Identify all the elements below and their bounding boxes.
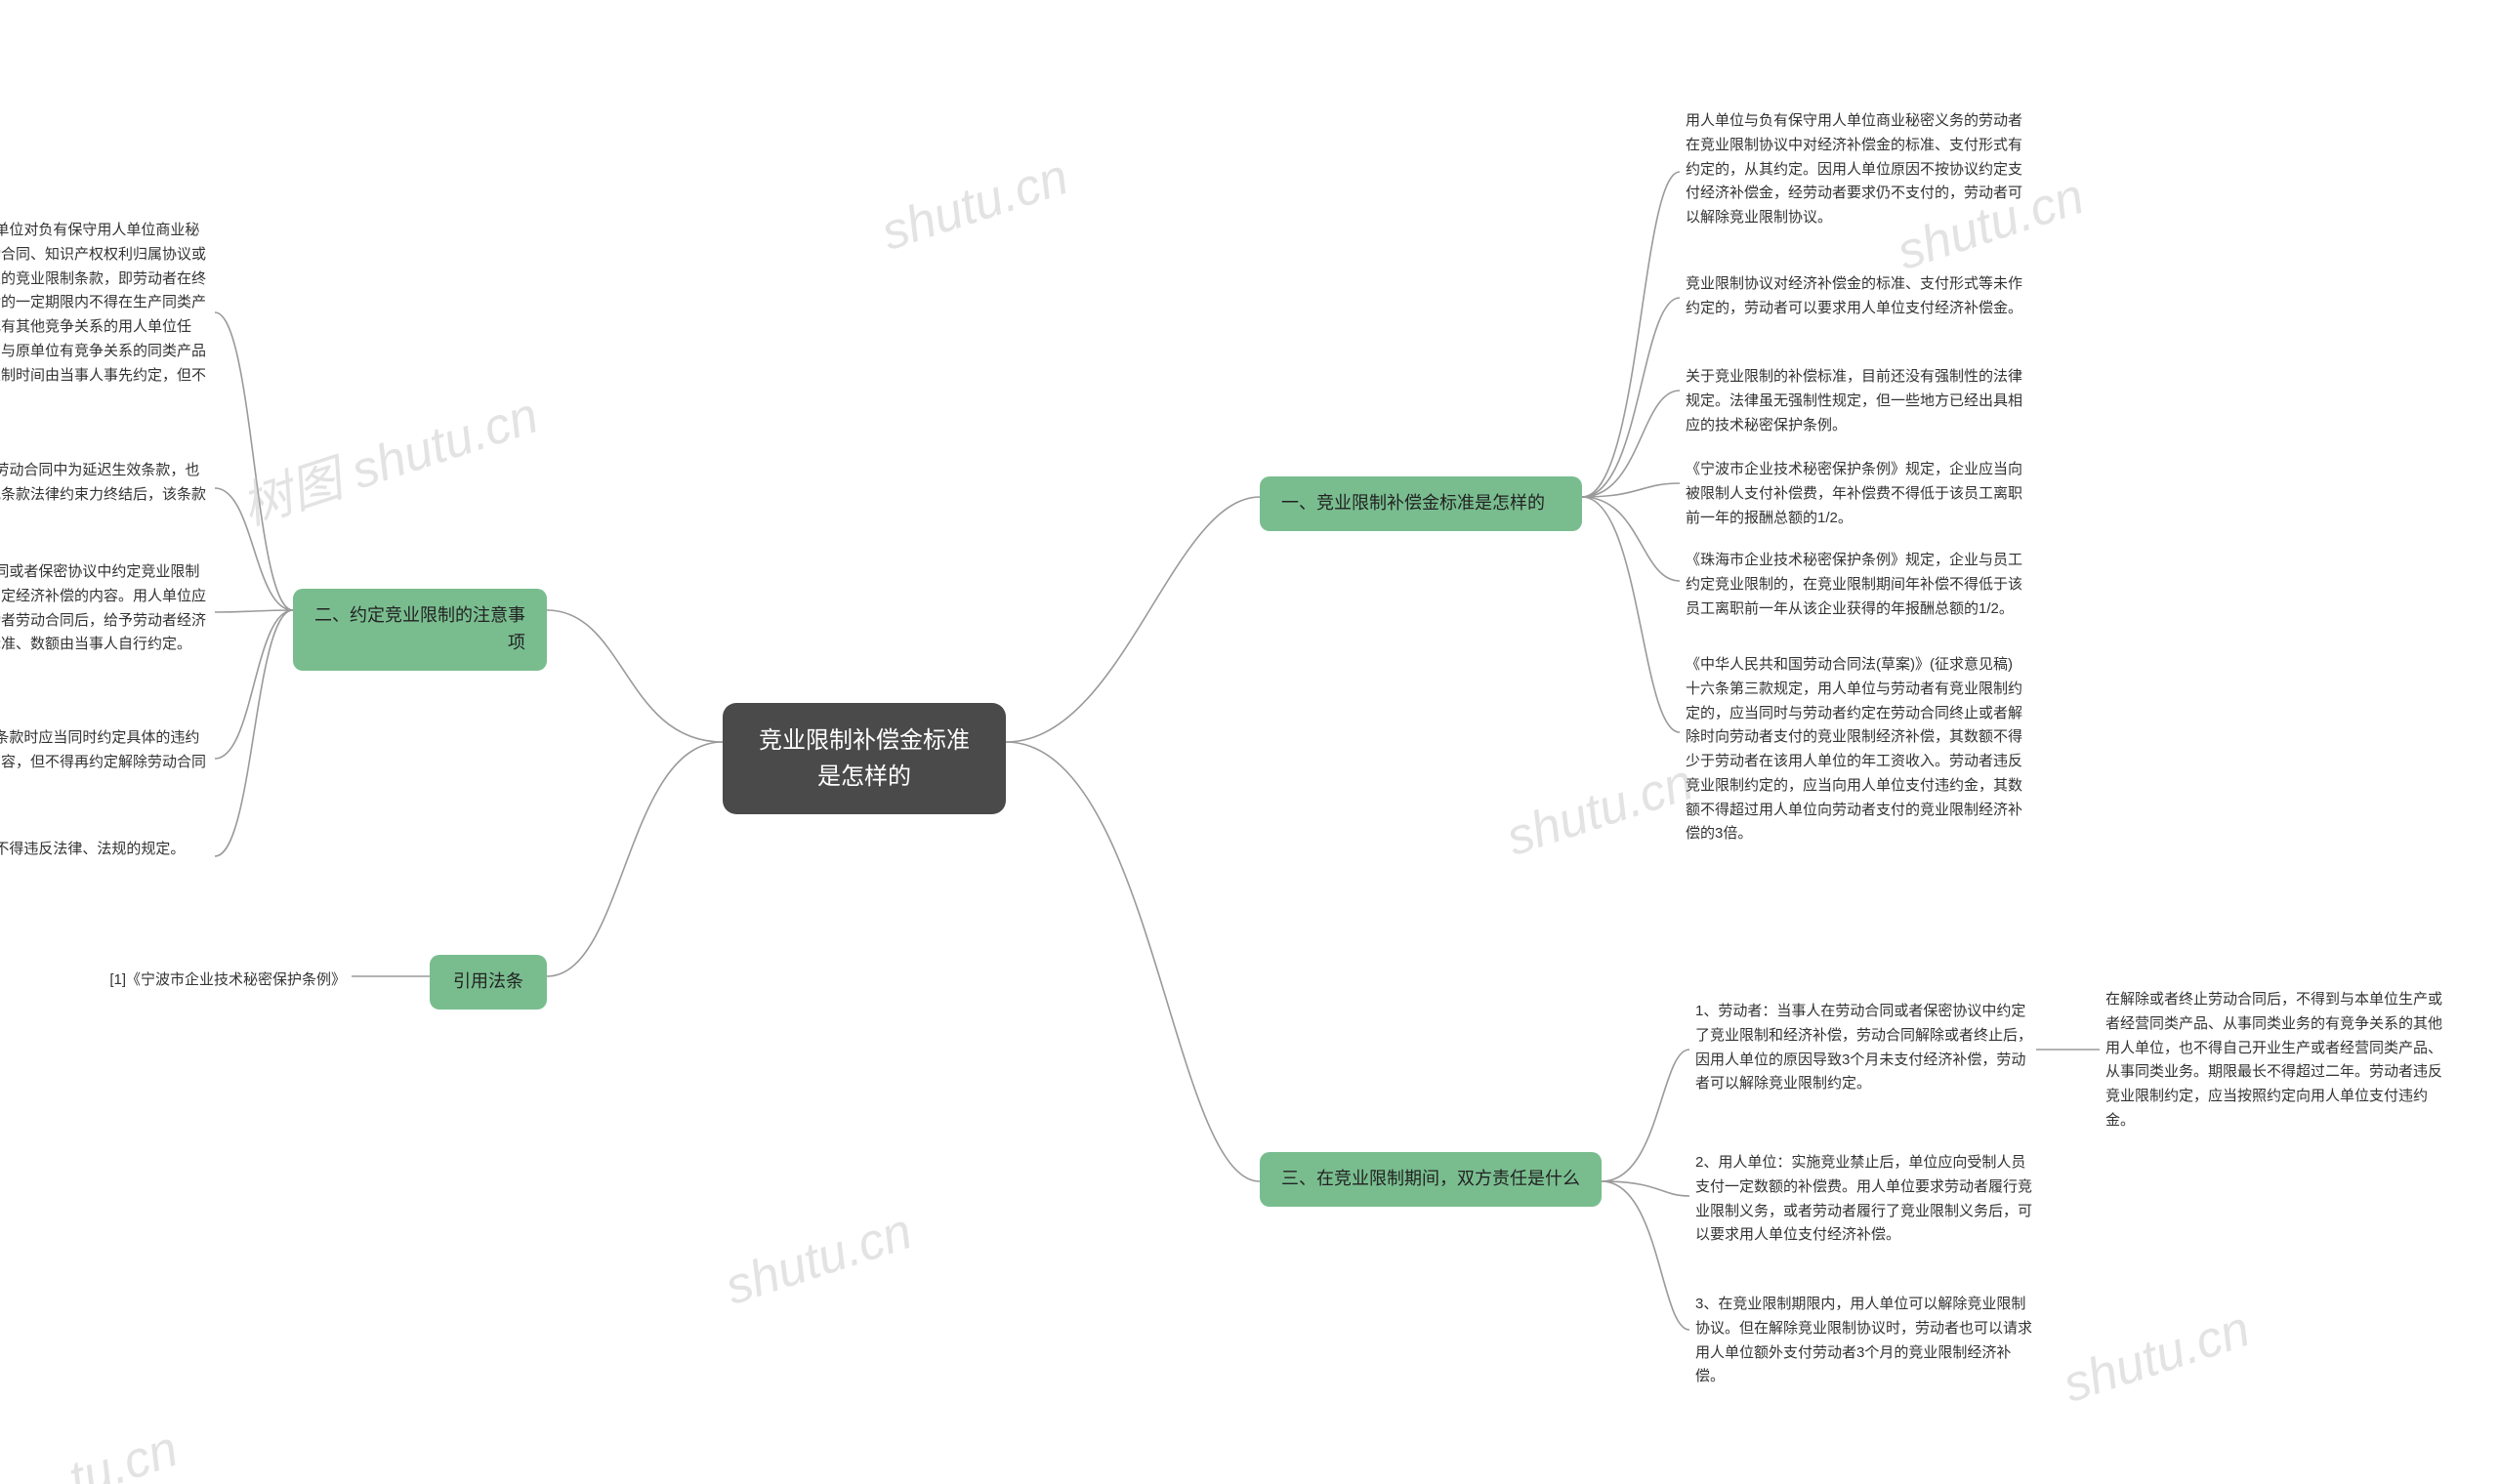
branch-r1[interactable]: 一、竞业限制补偿金标准是怎样的 (1260, 476, 1582, 531)
leaf-r2-0-child: 在解除或者终止劳动合同后，不得到与本单位生产或者经营同类产品、从事同类业务的有竞… (2100, 984, 2451, 1137)
branch-label: 引用法条 (453, 971, 523, 991)
leaf-l1-2: 3、当事人在劳动合同或者保密协议中约定竞业限制条款的，必须同时约定经济补偿的内容… (0, 556, 215, 661)
edges-layer (0, 0, 2500, 1484)
mindmap-canvas: 树图 shutu.cn shutu.cn shutu.cn shutu.cn s… (0, 0, 2500, 1484)
leaf-l1-3: 4、在约定竞业限制条款时应当同时约定具体的违约责任的承担方式和内容，但不得再约定… (0, 722, 215, 803)
leaf-l1-4: 5、竞业限制的约定不得违反法律、法规的规定。 (0, 834, 215, 866)
branch-r2[interactable]: 三、在竞业限制期间，双方责任是什么 (1260, 1152, 1602, 1207)
leaf-r2-2: 3、在竞业限制期限内，用人单位可以解除竞业限制协议。但在解除竞业限制协议时，劳动… (1689, 1289, 2041, 1393)
branch-label: 三、在竞业限制期间，双方责任是什么 (1281, 1169, 1580, 1188)
branch-label: 二、约定竞业限制的注意事项 (314, 605, 525, 652)
leaf-r1-4: 《珠海市企业技术秘密保护条例》规定，企业与员工约定竞业限制的，在竞业限制期间年补… (1680, 545, 2031, 625)
branch-l1[interactable]: 二、约定竞业限制的注意事项 (293, 589, 547, 671)
branch-l2[interactable]: 引用法条 (430, 955, 547, 1010)
leaf-r2-0: 1、劳动者：当事人在劳动合同或者保密协议中约定了竞业限制和经济补偿，劳动合同解除… (1689, 996, 2041, 1100)
leaf-r1-0: 用人单位与负有保守用人单位商业秘密义务的劳动者在竞业限制协议中对经济补偿金的标准… (1680, 105, 2031, 234)
leaf-r1-1: 竞业限制协议对经济补偿金的标准、支付形式等未作约定的，劳动者可以要求用人单位支付… (1680, 268, 2031, 325)
root-node[interactable]: 竞业限制补偿金标准是怎样的 (723, 703, 1006, 814)
leaf-r1-5: 《中华人民共和国劳动合同法(草案)》(征求意见稿)十六条第三款规定，用人单位与劳… (1680, 649, 2031, 850)
leaf-l2-0: [1]《宁波市企业技术秘密保护条例》 (59, 965, 352, 997)
leaf-r2-1: 2、用人单位：实施竞业禁止后，单位应向受制人员支付一定数额的补偿费。用人单位要求… (1689, 1147, 2041, 1252)
root-label: 竞业限制补偿金标准是怎样的 (759, 727, 970, 790)
leaf-r1-3: 《宁波市企业技术秘密保护条例》规定，企业应当向被限制人支付补偿费，年补偿费不得低… (1680, 454, 2031, 534)
branch-label: 一、竞业限制补偿金标准是怎样的 (1281, 493, 1545, 513)
leaf-r1-2: 关于竞业限制的补偿标准，目前还没有强制性的法律规定。法律虽无强制性规定，但一些地… (1680, 361, 2031, 441)
leaf-l1-0: 1、竞业限制是用人单位对负有保守用人单位商业秘密的劳动者，在劳动合同、知识产权权… (0, 215, 215, 416)
leaf-l1-1: 2、竞业限制条款在劳动合同中为延迟生效条款，也就是劳动合同的其他条款法律约束力终… (0, 455, 215, 535)
